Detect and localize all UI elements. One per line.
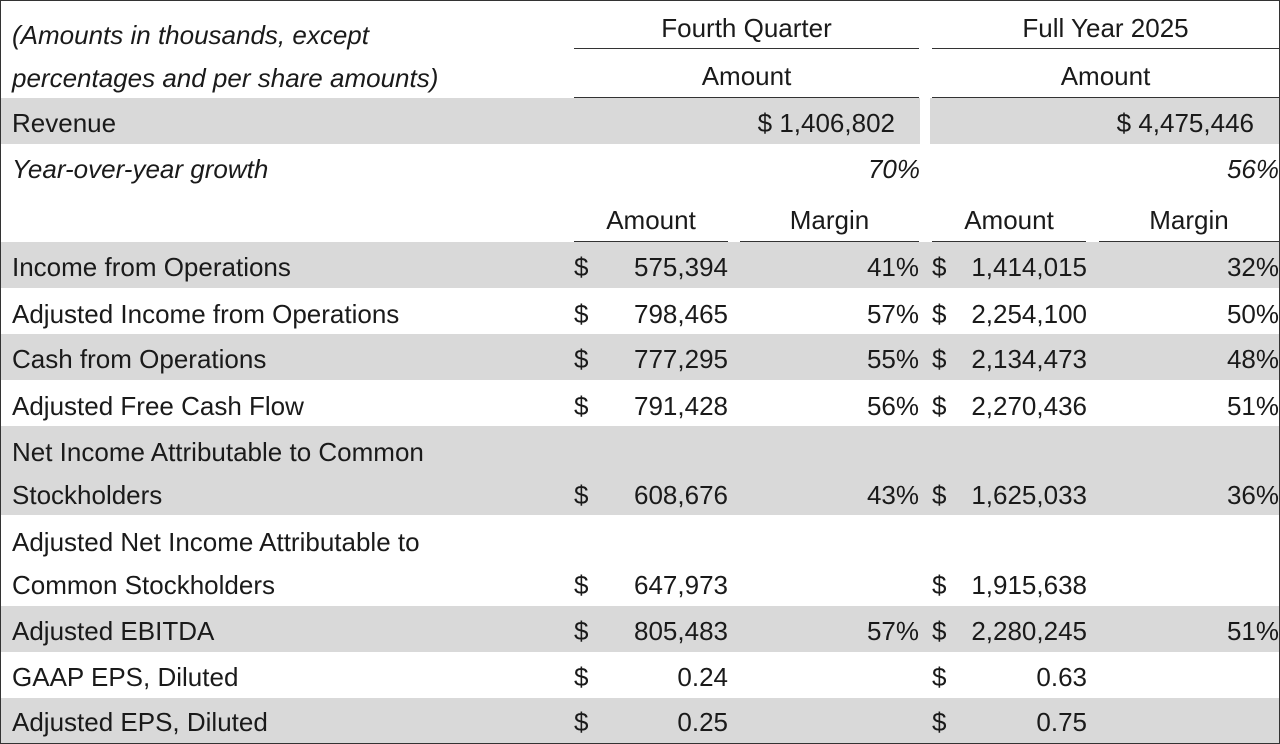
row-band	[1, 242, 1279, 288]
metric-fy-dollar: $	[932, 344, 947, 374]
header-underline	[932, 97, 1279, 98]
metric-label: Net Income Attributable to Common	[12, 437, 424, 467]
fy-margin-subheader: Margin	[1149, 205, 1229, 235]
metric-label: Adjusted EBITDA	[12, 616, 215, 646]
metric-label: Common Stockholders	[12, 570, 275, 600]
metric-fy-amount: 2,270,436	[971, 391, 1087, 421]
metric-fy-dollar: $	[932, 616, 947, 646]
metric-q4-amount: 608,676	[634, 480, 728, 510]
metric-fy-margin: 50%	[1226, 299, 1279, 329]
metric-label: Adjusted Income from Operations	[12, 299, 400, 329]
row-band	[1, 698, 1279, 743]
metric-fy-amount: 2,254,100	[971, 299, 1087, 329]
metric-q4-amount: 791,428	[634, 391, 728, 421]
metric-fy-dollar: $	[932, 391, 947, 421]
metric-fy-amount: 1,414,015	[971, 252, 1087, 282]
fourth-quarter-header: Fourth Quarter	[661, 13, 832, 43]
header-underline	[574, 97, 919, 98]
metric-fy-margin: 32%	[1226, 252, 1279, 282]
metric-q4-amount: 575,394	[634, 252, 728, 282]
metric-q4-dollar: $	[574, 344, 589, 374]
metric-label: Income from Operations	[12, 252, 291, 282]
column-gap	[920, 98, 930, 144]
full-year-header: Full Year 2025	[1022, 13, 1189, 43]
metric-fy-dollar: $	[932, 662, 947, 692]
growth-q4: 70%	[867, 154, 920, 184]
units-note-line2: percentages and per share amounts)	[12, 63, 439, 93]
metric-q4-margin: 57%	[866, 299, 919, 329]
metric-q4-margin: 57%	[866, 616, 919, 646]
growth-fy: 56%	[1226, 154, 1279, 184]
metric-q4-amount: 647,973	[634, 570, 728, 600]
q4-amount-header: Amount	[701, 61, 792, 91]
metric-q4-amount: 777,295	[634, 344, 728, 374]
row-band	[1, 606, 1279, 652]
row-band	[1, 426, 1279, 515]
metric-fy-dollar: $	[932, 570, 947, 600]
subheader-underline	[740, 241, 919, 242]
metric-fy-amount: 0.63	[1036, 662, 1087, 692]
metric-label: Adjusted EPS, Diluted	[12, 707, 268, 737]
metric-label: Cash from Operations	[12, 344, 267, 374]
metric-q4-dollar: $	[574, 616, 589, 646]
metric-label: Adjusted Net Income Attributable to	[12, 527, 420, 557]
metric-q4-margin: 56%	[866, 391, 919, 421]
fy-amount-subheader: Amount	[964, 205, 1054, 235]
metric-fy-dollar: $	[932, 252, 947, 282]
metric-q4-dollar: $	[574, 707, 589, 737]
metric-q4-dollar: $	[574, 570, 589, 600]
metric-fy-amount: 1,625,033	[971, 480, 1087, 510]
units-note-line1: (Amounts in thousands, except	[12, 20, 369, 50]
metric-q4-dollar: $	[574, 662, 589, 692]
metric-q4-margin: 43%	[866, 480, 919, 510]
metric-fy-dollar: $	[932, 480, 947, 510]
metric-fy-amount: 1,915,638	[971, 570, 1087, 600]
metric-label: Stockholders	[12, 480, 163, 510]
metric-fy-amount: 0.75	[1036, 707, 1087, 737]
metric-q4-dollar: $	[574, 299, 589, 329]
header-underline	[932, 48, 1279, 49]
metric-fy-dollar: $	[932, 707, 947, 737]
revenue-label: Revenue	[12, 108, 117, 138]
row-band	[1, 334, 1279, 380]
row-band	[1, 98, 1279, 144]
revenue-q4-amount: $ 1,406,802	[757, 108, 895, 138]
metric-q4-amount: 0.24	[677, 662, 728, 692]
metric-q4-margin: 55%	[866, 344, 919, 374]
metric-fy-amount: 2,134,473	[971, 344, 1087, 374]
metric-fy-margin: 51%	[1226, 616, 1279, 646]
metric-q4-amount: 798,465	[634, 299, 728, 329]
metric-q4-dollar: $	[574, 480, 589, 510]
subheader-underline	[574, 241, 728, 242]
metric-label: Adjusted Free Cash Flow	[12, 391, 304, 421]
metric-q4-dollar: $	[574, 252, 589, 282]
growth-label: Year-over-year growth	[12, 154, 269, 184]
subheader-underline	[1099, 241, 1279, 242]
metric-q4-amount: 805,483	[634, 616, 728, 646]
metric-q4-amount: 0.25	[677, 707, 728, 737]
header-underline	[574, 48, 919, 49]
subheader-underline	[932, 241, 1086, 242]
metric-q4-margin: 41%	[866, 252, 919, 282]
metric-fy-dollar: $	[932, 299, 947, 329]
metric-fy-amount: 2,280,245	[971, 616, 1087, 646]
metric-fy-margin: 51%	[1226, 391, 1279, 421]
fy-amount-header: Amount	[1060, 61, 1151, 91]
metric-label: GAAP EPS, Diluted	[12, 662, 239, 692]
revenue-fy-amount: $ 4,475,446	[1116, 108, 1254, 138]
metric-q4-dollar: $	[574, 391, 589, 421]
metric-fy-margin: 48%	[1226, 344, 1279, 374]
q4-amount-subheader: Amount	[606, 205, 696, 235]
metric-fy-margin: 36%	[1226, 480, 1279, 510]
q4-margin-subheader: Margin	[789, 205, 870, 235]
